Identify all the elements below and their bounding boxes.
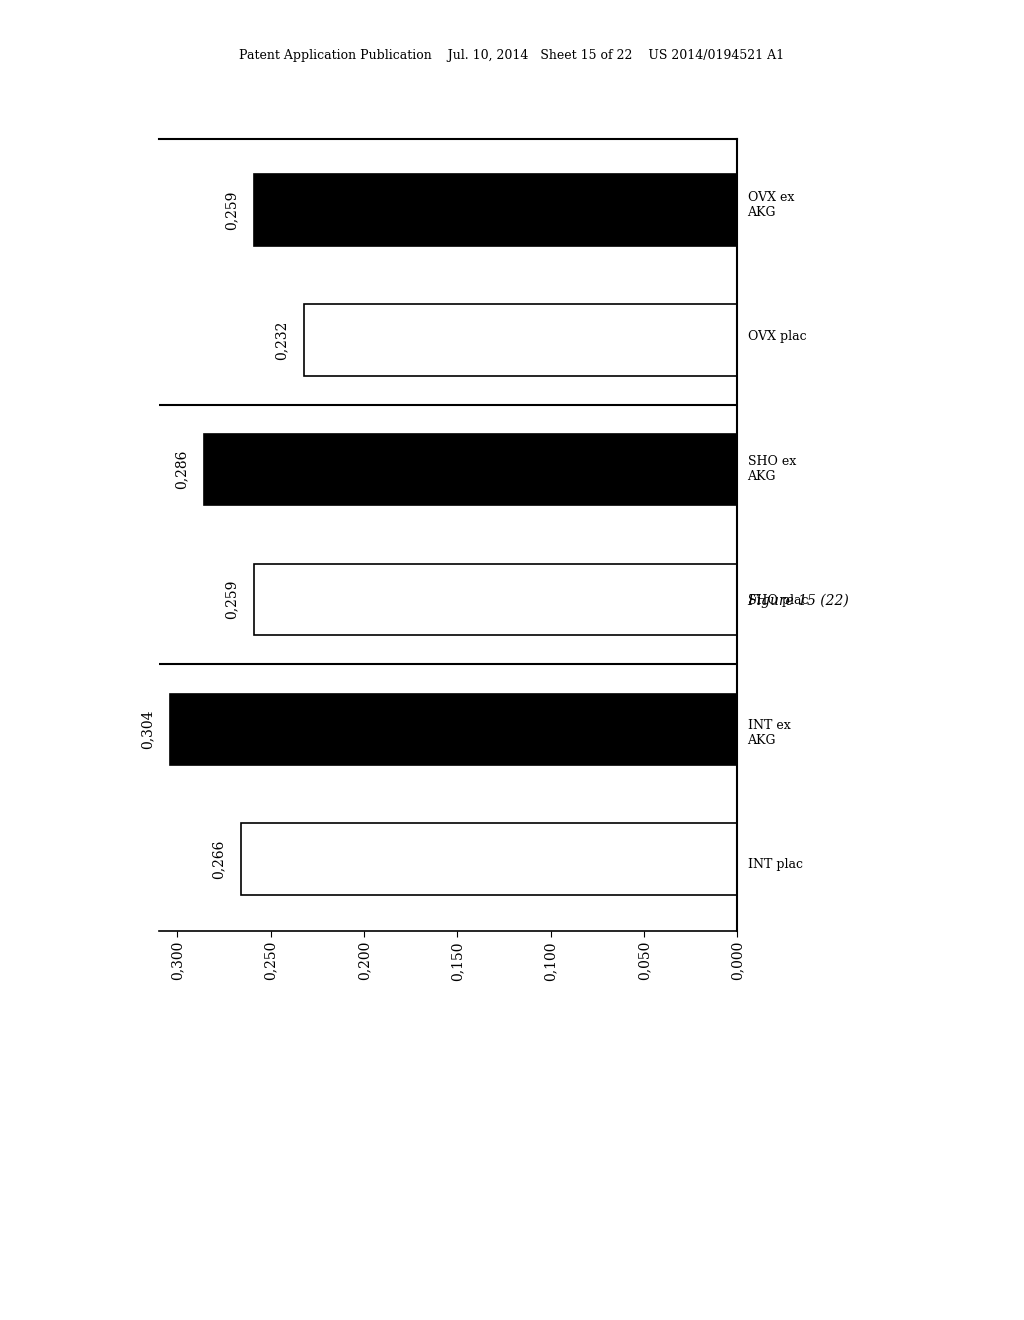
Text: INT ex
AKG: INT ex AKG bbox=[748, 718, 791, 747]
Text: 0,286: 0,286 bbox=[174, 450, 188, 490]
Text: 0,259: 0,259 bbox=[224, 190, 239, 230]
Bar bbox=[241, 824, 737, 895]
Text: OVX ex
AKG: OVX ex AKG bbox=[748, 190, 794, 219]
Bar bbox=[254, 564, 737, 635]
Bar bbox=[254, 174, 737, 246]
Text: Figure 15 (22): Figure 15 (22) bbox=[748, 594, 849, 607]
Text: 0,232: 0,232 bbox=[274, 321, 289, 359]
Text: 0,266: 0,266 bbox=[211, 840, 225, 879]
Text: 0,304: 0,304 bbox=[140, 710, 155, 750]
Text: SHO ex
AKG: SHO ex AKG bbox=[748, 454, 796, 483]
Bar bbox=[304, 304, 737, 376]
Text: Patent Application Publication    Jul. 10, 2014   Sheet 15 of 22    US 2014/0194: Patent Application Publication Jul. 10, … bbox=[240, 49, 784, 62]
Text: INT plac: INT plac bbox=[748, 858, 803, 871]
Text: OVX plac: OVX plac bbox=[748, 330, 806, 343]
Text: SHO plac: SHO plac bbox=[748, 594, 808, 607]
Bar bbox=[170, 693, 737, 766]
Bar bbox=[204, 434, 737, 506]
Text: 0,259: 0,259 bbox=[224, 579, 239, 619]
